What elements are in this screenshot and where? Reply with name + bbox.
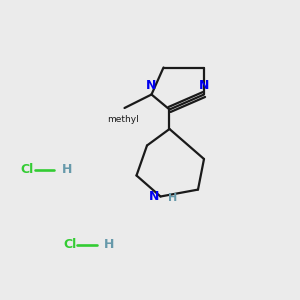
Text: Cl: Cl — [63, 238, 76, 251]
Text: N: N — [148, 190, 159, 203]
Text: methyl: methyl — [107, 116, 139, 124]
Text: N: N — [199, 79, 209, 92]
Text: H: H — [104, 238, 115, 251]
Text: H: H — [61, 163, 72, 176]
Text: H: H — [168, 193, 177, 203]
Text: Cl: Cl — [20, 163, 34, 176]
Text: N: N — [146, 79, 157, 92]
